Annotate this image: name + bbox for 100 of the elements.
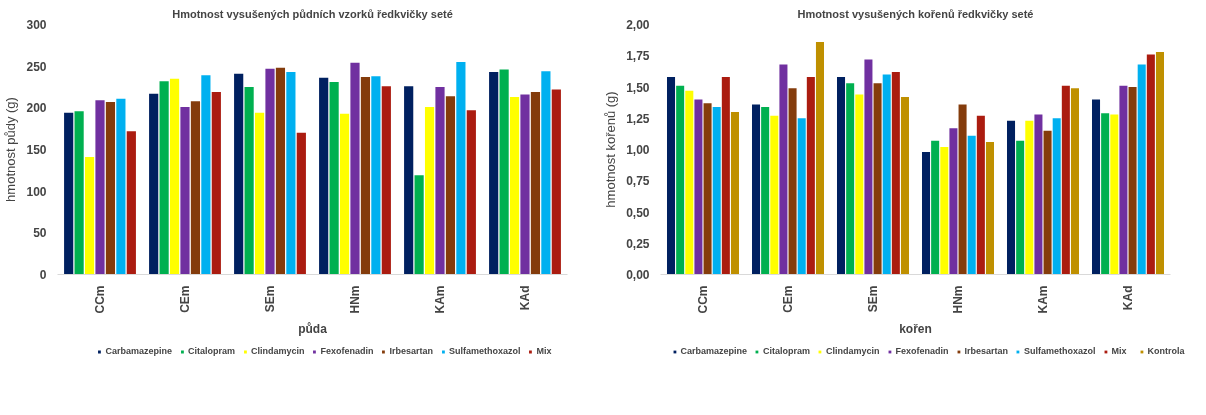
y-tick-label: 200 (26, 101, 47, 116)
bar (949, 128, 958, 275)
bar (667, 77, 676, 275)
y-axis-title: hmotnost kořenů (g) (603, 91, 619, 208)
bar (1034, 114, 1043, 275)
legend-label: Carbamazepine (105, 346, 172, 356)
bar (985, 142, 994, 275)
bar (694, 99, 703, 275)
x-axis-title: kořen (899, 321, 932, 336)
bar (244, 87, 254, 275)
bar (1061, 85, 1070, 275)
bar (254, 112, 265, 275)
bar (211, 92, 221, 275)
bar (1137, 64, 1146, 275)
bar (489, 72, 499, 275)
bar (1128, 87, 1137, 275)
bar (435, 87, 445, 275)
legend-label: Irbesartan (964, 346, 1009, 356)
x-tick-label: SEm (263, 285, 277, 313)
bar (1155, 52, 1164, 275)
x-tick-label: HNm (348, 285, 362, 314)
bar (319, 77, 329, 275)
y-tick-label: 1,50 (626, 80, 650, 95)
bar (1016, 140, 1025, 275)
bar (900, 97, 909, 275)
x-tick-label: KAm (1036, 285, 1050, 314)
x-tick-label: CEm (178, 285, 192, 313)
bar (837, 77, 846, 275)
bar (381, 86, 391, 275)
bar (265, 68, 275, 275)
y-tick-label: 0,50 (626, 205, 650, 220)
bar (286, 72, 296, 275)
bar (806, 77, 815, 275)
bar (931, 140, 940, 275)
bar (1043, 130, 1052, 275)
bar (882, 74, 891, 275)
x-tick-label: KAd (518, 285, 532, 311)
bar (873, 83, 882, 275)
legend-label: Fexofenadin (320, 346, 374, 356)
y-tick-label: 2,00 (626, 18, 650, 32)
bar (752, 104, 761, 275)
legend-label: Sulfamethoxazol (1024, 346, 1096, 356)
x-tick-label: KAm (433, 285, 447, 314)
legend-label: Kontrola (1147, 346, 1185, 356)
bar (976, 115, 985, 275)
chart-title: Hmotnost vysušených kořenů ředkvičky seté (797, 7, 1034, 20)
legend-label: Mix (536, 346, 553, 356)
bar (1119, 85, 1128, 275)
bar (864, 59, 873, 275)
x-tick-label: CCm (93, 285, 107, 314)
bar (64, 112, 74, 275)
bar (958, 104, 967, 275)
y-tick-label: 1,25 (626, 111, 650, 126)
legend-label: Sulfamethoxazol (449, 346, 521, 356)
bar (891, 72, 900, 275)
y-tick-label: 150 (26, 143, 47, 157)
bar (105, 102, 116, 275)
legend-label: Clindamycin (250, 346, 305, 356)
bar (1070, 88, 1079, 275)
bar (169, 78, 180, 275)
bar (779, 64, 788, 275)
bar (201, 75, 211, 275)
legend-label: Fexofenadin (895, 346, 949, 356)
bar (1101, 113, 1110, 275)
y-tick-label: 0 (39, 268, 47, 282)
legend-label: Carbamazepine (680, 346, 747, 356)
bar (940, 147, 949, 275)
y-tick-label: 300 (26, 18, 47, 32)
y-tick-label: 0,75 (626, 174, 650, 189)
bar (922, 152, 931, 275)
y-tick-label: 1,75 (626, 49, 650, 64)
legend-label: Clindamycin (825, 346, 880, 356)
bar (1146, 54, 1155, 275)
x-tick-label: SEm (866, 285, 880, 313)
legend-label: Irbesartan (389, 346, 434, 356)
bar (404, 86, 414, 275)
bar (509, 97, 520, 275)
bar (360, 77, 371, 275)
legend-label: Mix (1111, 346, 1128, 356)
bar (788, 88, 797, 275)
bar (339, 113, 350, 275)
legend-label: Citalopram (762, 346, 810, 356)
bar (466, 110, 476, 275)
x-axis-title: půda (298, 321, 328, 336)
bar (551, 89, 561, 275)
bar (846, 83, 855, 275)
bar (520, 94, 530, 275)
x-tick-label: CCm (696, 285, 710, 314)
bar (499, 69, 509, 275)
bar (676, 85, 685, 275)
bar (296, 132, 306, 275)
bar (770, 115, 779, 275)
bar (350, 62, 360, 275)
legend-label: Citalopram (187, 346, 235, 356)
x-tick-label: HNm (951, 285, 965, 314)
x-tick-label: KAd (1121, 285, 1135, 311)
bar (116, 98, 126, 275)
bar (159, 81, 169, 275)
bar (275, 67, 286, 275)
bar (190, 101, 201, 275)
